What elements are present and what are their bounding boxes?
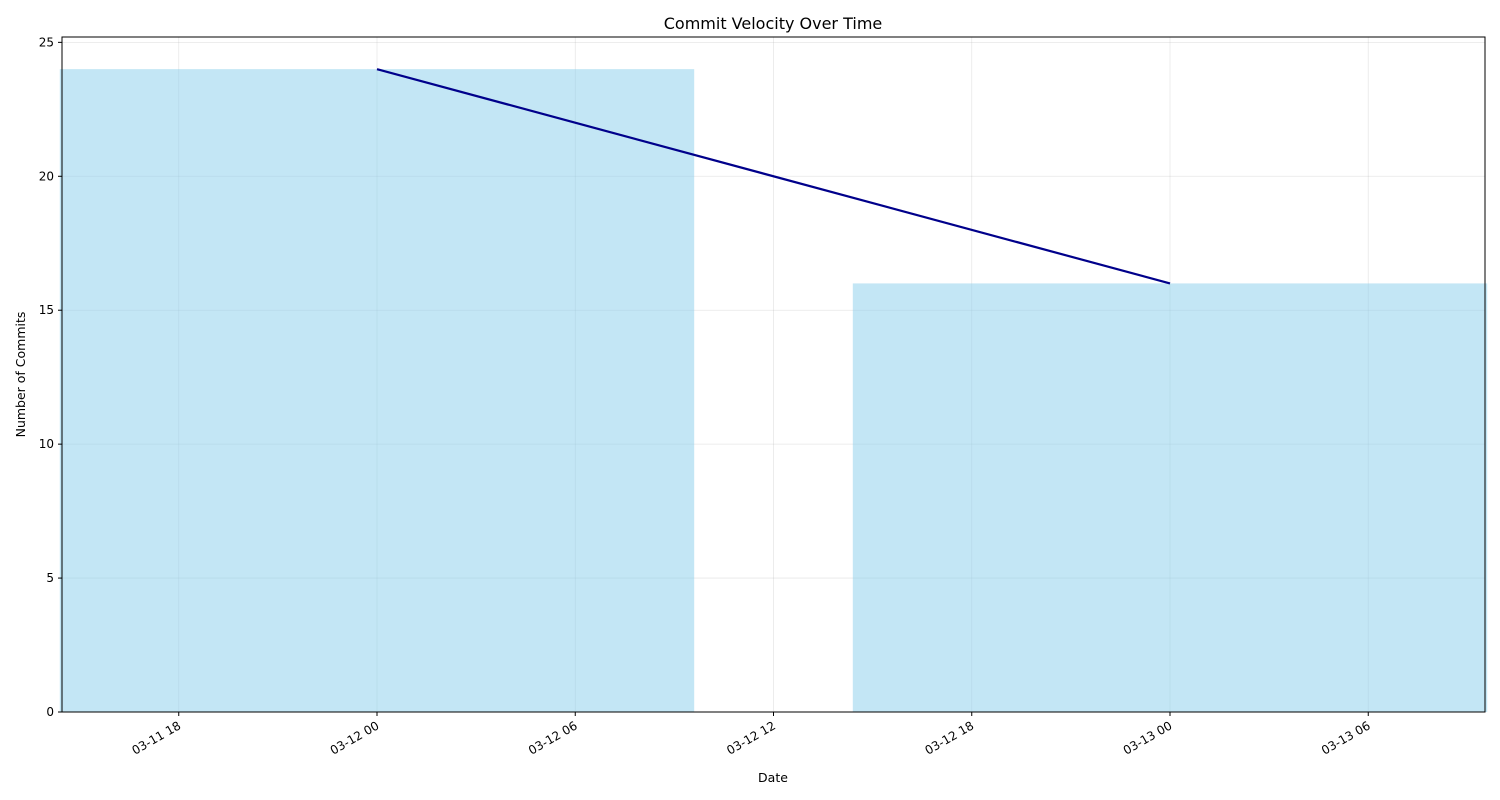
y-tick-label: 10: [39, 437, 54, 451]
bar-1: [59, 69, 695, 712]
x-tick-label: 03-13 06: [1319, 718, 1373, 757]
x-tick-label: 03-13 00: [1121, 718, 1175, 757]
y-tick-label: 20: [39, 169, 54, 183]
y-axis-label: Number of Commits: [13, 312, 28, 438]
line-layer: [376, 68, 1171, 285]
x-tick-label: 03-12 18: [923, 718, 977, 757]
x-tick-label: 03-12 00: [328, 718, 382, 757]
x-tick-label: 03-12 12: [724, 718, 778, 757]
x-tick-label: 03-12 06: [526, 718, 580, 757]
chart-title: Commit Velocity Over Time: [664, 14, 883, 33]
x-axis-label: Date: [758, 770, 788, 785]
x-tick-label: 03-11 18: [130, 718, 184, 757]
y-tick-label: 0: [46, 705, 54, 719]
trend-line: [376, 68, 1171, 285]
y-tick-label: 25: [39, 35, 54, 49]
bar-2: [852, 283, 1488, 712]
y-tick-label: 5: [46, 571, 54, 585]
bar-layer: [59, 69, 1488, 712]
y-tick-label: 15: [39, 303, 54, 317]
